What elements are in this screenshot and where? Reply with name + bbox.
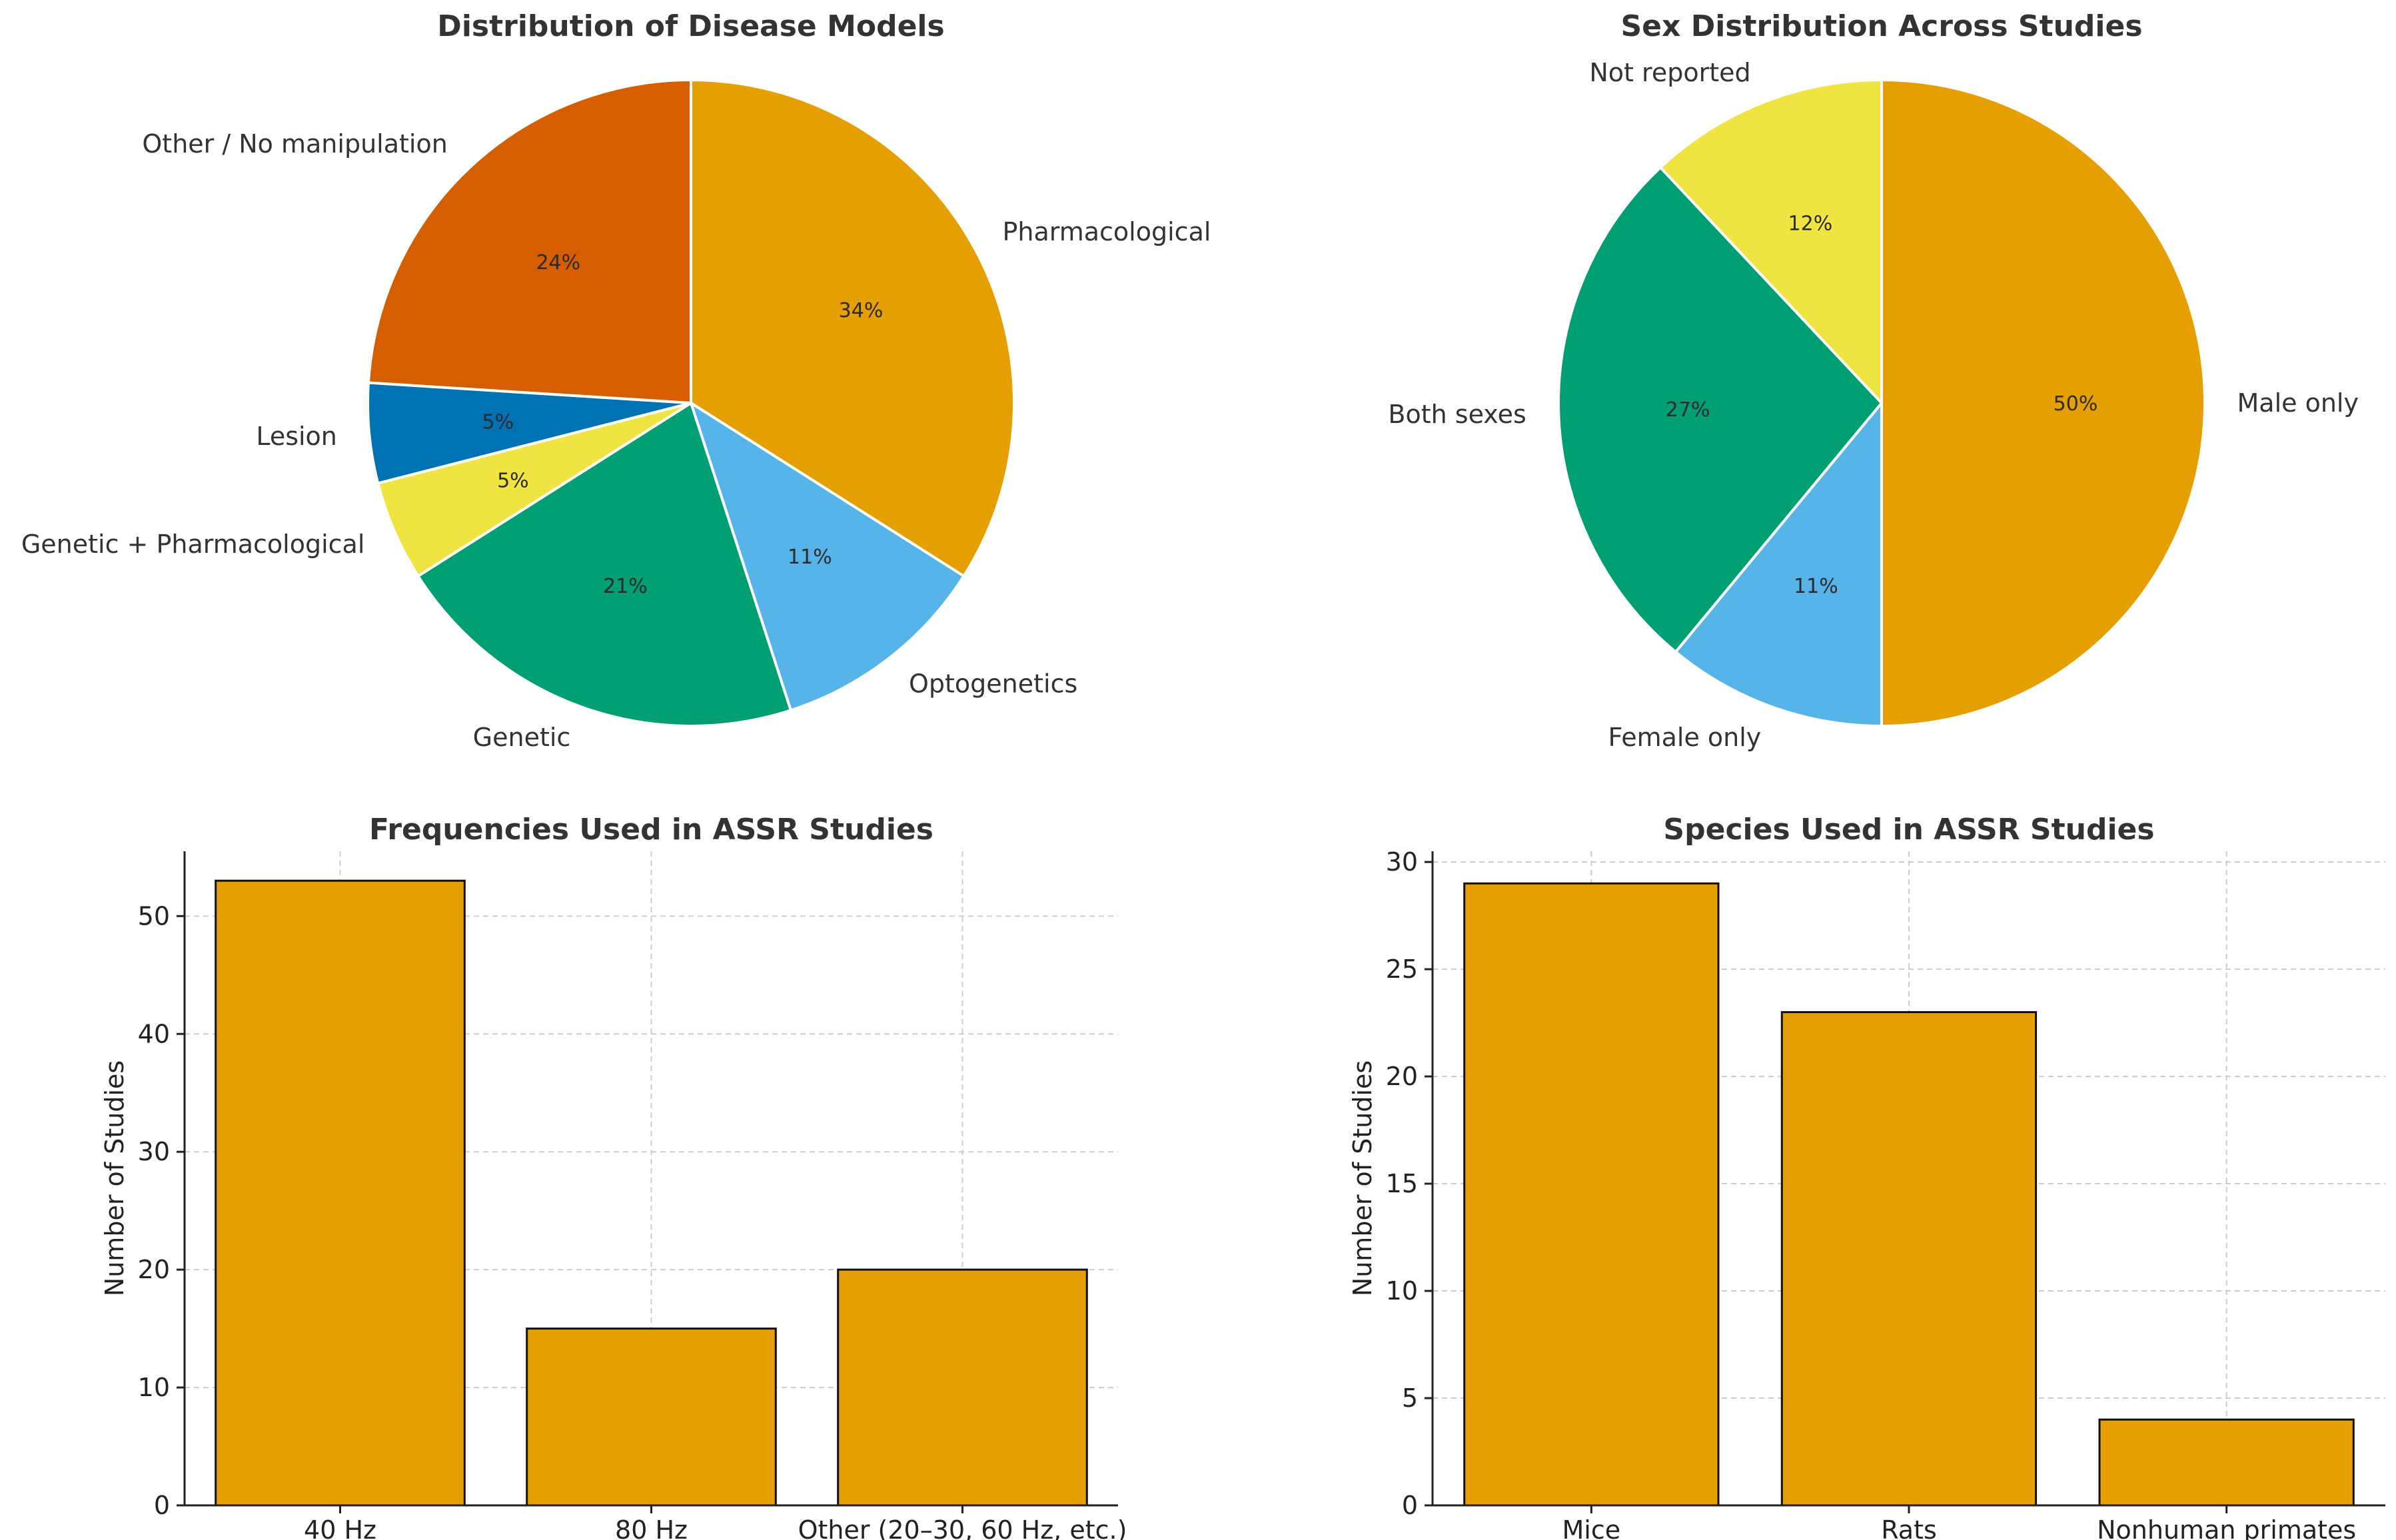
- x-tick-label: 40 Hz: [304, 1515, 376, 1540]
- pie-percent-label: 5%: [497, 470, 529, 493]
- x-tick-label: 80 Hz: [615, 1515, 688, 1540]
- y-tick-label: 25: [1386, 955, 1418, 984]
- x-tick-label: Other (20–30, 60 Hz, etc.): [798, 1515, 1127, 1540]
- chart-title: Species Used in ASSR Studies: [1663, 813, 2154, 847]
- pie-percent-label: 12%: [1788, 212, 1833, 235]
- sex-distribution-pie-chart: Sex Distribution Across Studies 50% Male o…: [1388, 9, 2359, 752]
- y-tick-label: 0: [154, 1491, 170, 1520]
- pie-category-label: Both sexes: [1388, 400, 1526, 429]
- y-axis-label: Number of Studies: [100, 1060, 129, 1296]
- bar-mice: [1463, 882, 1720, 1507]
- chart-title: Sex Distribution Across Studies: [1620, 9, 2142, 43]
- x-tick-label: Mice: [1562, 1515, 1621, 1540]
- pie-percent-label: 5%: [482, 410, 514, 434]
- pie-slice-both-sexes: [1557, 166, 1883, 653]
- pie-slice-female-only: [1674, 402, 1883, 727]
- pie-percent-label: 11%: [1794, 575, 1838, 598]
- y-tick-label: 30: [138, 1137, 170, 1166]
- y-tick-label: 5: [1402, 1383, 1418, 1413]
- pie-category-label: Pharmacological: [1003, 217, 1211, 246]
- chart-title: Frequencies Used in ASSR Studies: [369, 813, 933, 847]
- x-tick-label: Nonhuman primates: [2097, 1515, 2356, 1540]
- bar-nonhuman-primates: [2098, 1418, 2355, 1507]
- bar-40-hz: [215, 879, 466, 1507]
- x-tick-label: Rats: [1881, 1515, 1937, 1540]
- pie-category-label: Female only: [1608, 723, 1761, 752]
- pie-slice-genetic: [416, 402, 792, 727]
- pie-slice-pharmacological: [690, 79, 1016, 578]
- pie-category-label: Genetic: [473, 723, 571, 752]
- pie-percent-label: 50%: [2054, 392, 2098, 416]
- pie-slice-genetic-pharmacological: [376, 402, 692, 578]
- pie-category-label: Not reported: [1589, 58, 1750, 87]
- pie-slice-other-no-manipulation: [366, 79, 692, 404]
- species-bar-chart: Species Used in ASSR Studies 0 5 10 15 20 25 30…: [1348, 813, 2385, 1540]
- y-tick-label: 40: [138, 1019, 170, 1048]
- frequencies-bar-chart: Frequencies Used in ASSR Studies 0 10 20 30 4…: [100, 813, 1127, 1540]
- bar-80-hz: [526, 1328, 777, 1507]
- y-tick-label: 30: [1386, 847, 1418, 877]
- y-tick-label: 10: [1386, 1276, 1418, 1306]
- pie-category-label: Lesion: [256, 422, 337, 451]
- pie-percent-label: 24%: [536, 251, 580, 274]
- y-axis-label: Number of Studies: [1348, 1060, 1377, 1296]
- pie-percent-label: 11%: [788, 546, 832, 569]
- pie-category-label: Genetic + Pharmacological: [21, 530, 365, 559]
- pie-category-label: Male only: [2237, 388, 2359, 418]
- pie-slice-not-reported: [1658, 79, 1883, 404]
- y-tick-label: 15: [1386, 1169, 1418, 1198]
- pie-percent-label: 27%: [1666, 398, 1710, 422]
- pie-percent-label: 21%: [603, 575, 648, 598]
- y-tick-label: 50: [138, 901, 170, 931]
- y-tick-label: 20: [1386, 1062, 1418, 1091]
- pie-percent-label: 34%: [839, 299, 884, 322]
- disease-models-pie-chart: Distribution of Disease Models 34% Pharmac…: [21, 9, 1211, 752]
- pie-slice-male-only: [1880, 79, 2206, 727]
- chart-title: Distribution of Disease Models: [437, 9, 944, 43]
- pie-slice-optogenetics: [690, 402, 965, 712]
- pie-slice-lesion: [366, 381, 692, 485]
- y-tick-label: 10: [138, 1373, 170, 1402]
- y-tick-label: 20: [138, 1255, 170, 1284]
- y-tick-label: 0: [1402, 1491, 1418, 1520]
- bar-other-20-30-60-hz-etc: [837, 1268, 1088, 1507]
- pie-category-label: Optogenetics: [909, 669, 1077, 699]
- pie-category-label: Other / No manipulation: [142, 129, 447, 159]
- bar-rats: [1780, 1011, 2038, 1507]
